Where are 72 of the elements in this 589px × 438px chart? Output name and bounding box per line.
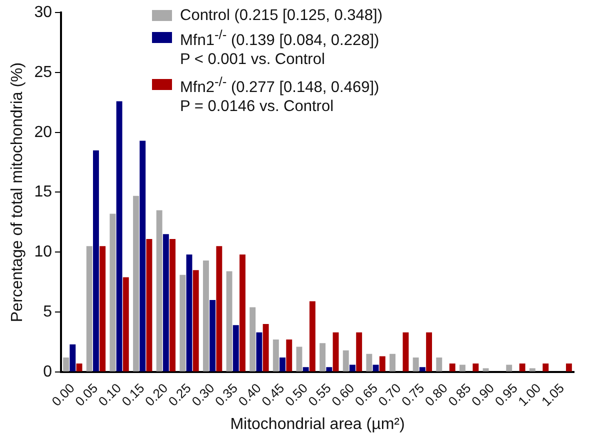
- bar: [449, 363, 456, 372]
- bar: [529, 368, 536, 372]
- bar: [309, 301, 316, 372]
- bar: [459, 364, 466, 372]
- bar: [232, 325, 239, 372]
- bar: [162, 234, 169, 372]
- bar: [402, 332, 409, 372]
- bar: [86, 246, 92, 372]
- y-tick-label: 30: [34, 4, 52, 22]
- y-tick-label: 20: [34, 124, 52, 141]
- annotation: P < 0.001 vs. Control: [179, 50, 326, 70]
- annotation: P = 0.0146 vs. Control: [179, 97, 335, 116]
- y-tick-label: 15: [34, 184, 52, 201]
- bar: [419, 367, 426, 372]
- bar: [472, 363, 479, 372]
- bar: [506, 364, 512, 372]
- bar: [272, 340, 279, 372]
- bar: [146, 238, 152, 372]
- legend-label: Control (0.215 [0.125, 0.348]): [180, 6, 382, 25]
- bar: [482, 368, 489, 372]
- y-tick-label: 10: [34, 244, 52, 261]
- bar: [390, 354, 396, 372]
- y-axis-title: Percentage of total mitochondria (%): [9, 62, 26, 322]
- bar: [210, 300, 216, 372]
- bar: [366, 354, 372, 372]
- bar: [342, 350, 349, 372]
- y-tick-label: 0: [43, 363, 52, 380]
- bar: [332, 332, 339, 372]
- bar: [256, 332, 262, 372]
- bar: [240, 254, 246, 372]
- bar: [140, 140, 146, 372]
- bar: [180, 274, 186, 372]
- bar: [192, 270, 199, 372]
- y-tick-label: 5: [43, 303, 52, 320]
- bar: [286, 340, 292, 372]
- bar: [302, 367, 309, 372]
- bar: [156, 210, 162, 372]
- bar: [216, 246, 222, 372]
- legend-label: Mfn2$^{-/-}$ (0.277 [0.148, 0.469]): [180, 73, 380, 98]
- bar: [170, 238, 176, 372]
- bar: [542, 363, 549, 372]
- bar: [566, 363, 572, 372]
- bar: [250, 307, 256, 372]
- bar: [133, 196, 139, 372]
- legend-label: Mfn1$^{-/-}$ (0.139 [0.084, 0.228]): [180, 26, 380, 50]
- bar: [426, 332, 432, 372]
- bar: [350, 364, 356, 372]
- bar: [320, 343, 326, 372]
- bar: [356, 332, 362, 372]
- bar: [280, 358, 286, 372]
- bar: [379, 356, 386, 372]
- x-tick-label: 0.00: [48, 380, 78, 409]
- x-axis-title: Mitochondrial area (µm²): [230, 416, 405, 433]
- bar: [116, 101, 122, 372]
- bar: [122, 277, 129, 372]
- bar: [372, 364, 379, 372]
- bar: [100, 246, 106, 372]
- bar: [326, 367, 332, 372]
- bar: [519, 363, 526, 372]
- bar: [296, 346, 302, 372]
- bar: [412, 358, 419, 372]
- bar: [93, 150, 99, 372]
- bar: [226, 271, 232, 372]
- bar: [63, 358, 70, 372]
- bar: [202, 260, 209, 372]
- bar: [186, 254, 192, 372]
- bar: [76, 363, 82, 372]
- y-tick-label: 25: [34, 64, 52, 81]
- bar: [110, 214, 116, 372]
- bar: [436, 358, 442, 372]
- bar: [70, 344, 76, 372]
- bar: [262, 324, 269, 372]
